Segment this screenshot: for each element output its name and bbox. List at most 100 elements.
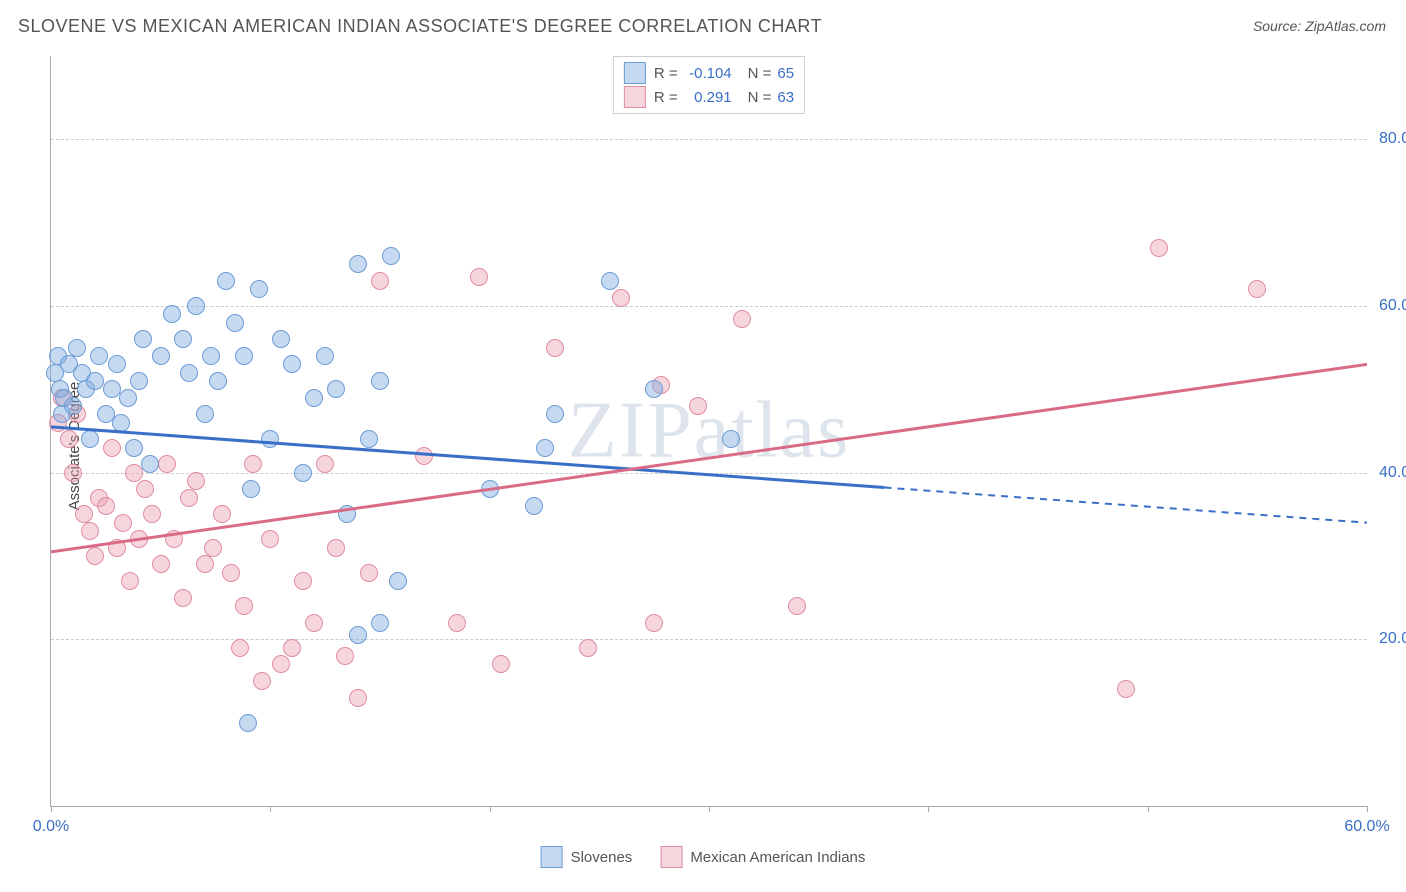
data-point (202, 347, 220, 365)
data-point (152, 347, 170, 365)
x-tick (1367, 806, 1368, 812)
data-point (612, 289, 630, 307)
grid-line (51, 306, 1367, 307)
data-point (242, 480, 260, 498)
data-point (141, 455, 159, 473)
data-point (222, 564, 240, 582)
data-point (389, 572, 407, 590)
swatch-mexican (660, 846, 682, 868)
data-point (253, 672, 271, 690)
data-point (64, 397, 82, 415)
data-point (239, 714, 257, 732)
data-point (722, 430, 740, 448)
bottom-legend: Slovenes Mexican American Indians (541, 846, 866, 868)
data-point (1248, 280, 1266, 298)
data-point (349, 255, 367, 273)
data-point (481, 480, 499, 498)
data-point (579, 639, 597, 657)
data-point (81, 430, 99, 448)
chart-title: SLOVENE VS MEXICAN AMERICAN INDIAN ASSOC… (18, 16, 822, 37)
legend-label-slovenes: Slovenes (571, 849, 633, 866)
regression-lines (51, 56, 1367, 806)
data-point (1150, 239, 1168, 257)
data-point (689, 397, 707, 415)
r-label: R = (654, 65, 678, 82)
data-point (360, 430, 378, 448)
data-point (165, 530, 183, 548)
data-point (470, 268, 488, 286)
data-point (235, 597, 253, 615)
y-tick-label: 40.0% (1371, 464, 1406, 482)
r-label: R = (654, 89, 678, 106)
data-point (187, 472, 205, 490)
data-point (788, 597, 806, 615)
data-point (204, 539, 222, 557)
x-tick-label: 60.0% (1344, 818, 1389, 836)
data-point (60, 430, 78, 448)
data-point (546, 339, 564, 357)
data-point (152, 555, 170, 573)
data-point (213, 505, 231, 523)
data-point (336, 647, 354, 665)
data-point (316, 455, 334, 473)
data-point (525, 497, 543, 515)
data-point (733, 310, 751, 328)
grid-line (51, 139, 1367, 140)
stats-row-slovenes: R = -0.104 N = 65 (624, 61, 794, 85)
data-point (536, 439, 554, 457)
data-point (261, 530, 279, 548)
data-point (316, 347, 334, 365)
n-label: N = (748, 89, 772, 106)
data-point (90, 347, 108, 365)
data-point (360, 564, 378, 582)
swatch-slovenes (624, 62, 646, 84)
data-point (180, 489, 198, 507)
data-point (305, 389, 323, 407)
x-tick (270, 806, 271, 812)
x-tick (709, 806, 710, 812)
data-point (338, 505, 356, 523)
data-point (108, 355, 126, 373)
data-point (163, 305, 181, 323)
data-point (112, 414, 130, 432)
data-point (130, 372, 148, 390)
grid-line (51, 639, 1367, 640)
data-point (235, 347, 253, 365)
data-point (294, 464, 312, 482)
stats-legend-box: R = -0.104 N = 65 R = 0.291 N = 63 (613, 56, 805, 114)
data-point (158, 455, 176, 473)
n-value-slovenes: 65 (777, 65, 794, 82)
grid-line (51, 473, 1367, 474)
data-point (546, 405, 564, 423)
x-tick (51, 806, 52, 812)
data-point (174, 589, 192, 607)
data-point (327, 380, 345, 398)
data-point (294, 572, 312, 590)
x-tick-label: 0.0% (33, 818, 69, 836)
data-point (492, 655, 510, 673)
x-tick (490, 806, 491, 812)
x-tick (928, 806, 929, 812)
data-point (180, 364, 198, 382)
watermark-text: ZIPatlas (568, 386, 851, 477)
data-point (645, 380, 663, 398)
scatter-plot: ZIPatlas R = -0.104 N = 65 R = 0.291 N =… (50, 56, 1367, 807)
data-point (305, 614, 323, 632)
data-point (196, 555, 214, 573)
data-point (371, 272, 389, 290)
data-point (125, 439, 143, 457)
data-point (97, 497, 115, 515)
data-point (119, 389, 137, 407)
data-point (1117, 680, 1135, 698)
data-point (209, 372, 227, 390)
data-point (103, 439, 121, 457)
data-point (86, 372, 104, 390)
y-tick-label: 20.0% (1371, 630, 1406, 648)
data-point (68, 339, 86, 357)
data-point (121, 572, 139, 590)
source-attribution: Source: ZipAtlas.com (1253, 18, 1386, 34)
data-point (244, 455, 262, 473)
data-point (226, 314, 244, 332)
data-point (283, 639, 301, 657)
data-point (174, 330, 192, 348)
